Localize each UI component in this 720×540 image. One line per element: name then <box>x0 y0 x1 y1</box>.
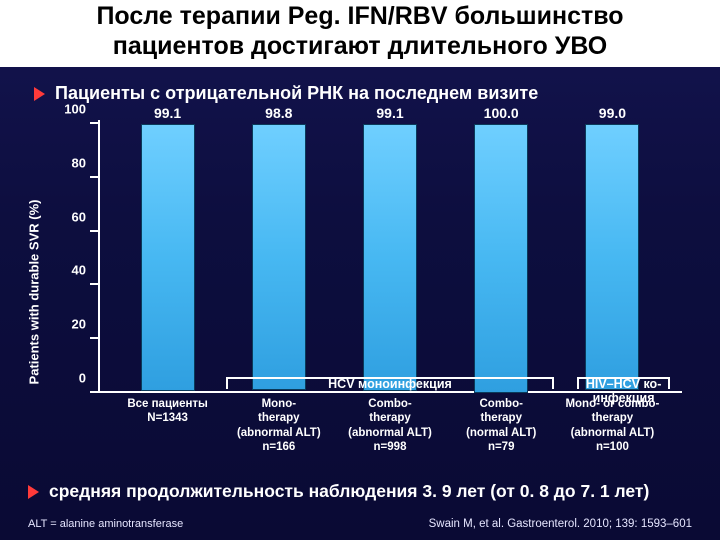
category-labels: Все пациентыN=1343Mono-therapy(abnormal … <box>98 393 682 471</box>
bar-value-label: 100.0 <box>484 105 519 121</box>
y-tick <box>90 230 98 232</box>
category-label: Mono-therapy(abnormal ALT)n=166 <box>223 393 334 471</box>
category-label: Все пациентыN=1343 <box>112 393 223 471</box>
y-tick <box>90 337 98 339</box>
title-line-1: После терапии Peg. IFN/RBV большинство <box>4 2 716 32</box>
bars-container: 99.1 98.8 99.1 100.0 99.0 <box>98 124 682 393</box>
footer: ALT = alanine aminotransferase Swain M, … <box>28 518 692 530</box>
y-axis-label: Patients with durable SVR (%) <box>27 199 42 384</box>
y-tick <box>90 122 98 124</box>
bar-slot: 98.8 <box>223 124 334 393</box>
bar-slot: 99.1 <box>334 124 445 393</box>
summary-bullet: средняя продолжительность наблюдения 3. … <box>28 481 692 502</box>
bar-value-label: 99.1 <box>376 105 403 121</box>
bar: 98.8 <box>252 124 306 390</box>
y-tick-label: 20 <box>72 317 86 332</box>
bar: 99.1 <box>141 124 195 391</box>
bar-slot: 99.1 <box>112 124 223 393</box>
y-tick-label: 60 <box>72 209 86 224</box>
slide-title: После терапии Peg. IFN/RBV большинство п… <box>0 0 720 67</box>
bullet-1-text: Пациенты с отрицательной РНК на последне… <box>55 83 538 104</box>
bar-slot: 99.0 <box>557 124 668 393</box>
bullet-1: Пациенты с отрицательной РНК на последне… <box>34 83 692 104</box>
y-tick <box>90 176 98 178</box>
y-tick <box>90 391 98 393</box>
title-line-2: пациентов достигают длительного УВО <box>4 32 716 62</box>
slide: После терапии Peg. IFN/RBV большинство п… <box>0 0 720 540</box>
category-label: Combo-therapy(abnormal ALT)n=998 <box>334 393 445 471</box>
bar-value-label: 98.8 <box>265 105 292 121</box>
bar: 100.0 <box>474 124 528 393</box>
plot-area: 020406080100 99.198.899.1100.099.0 <box>98 124 682 393</box>
bar-value-label: 99.1 <box>154 105 181 121</box>
bullet-marker-icon <box>28 485 39 499</box>
y-tick-label: 100 <box>64 102 86 117</box>
summary-text: средняя продолжительность наблюдения 3. … <box>49 481 649 502</box>
bar: 99.1 <box>363 124 417 391</box>
y-tick <box>90 283 98 285</box>
footer-abbr: ALT = alanine aminotransferase <box>28 518 183 530</box>
chart: Patients with durable SVR (%) 0 20 40 60 80 1… <box>28 112 692 471</box>
category-label: Mono- or combo-therapy(abnormal ALT)n=10… <box>557 393 668 471</box>
y-tick-label: 40 <box>72 263 86 278</box>
bullet-marker-icon <box>34 87 45 101</box>
footer-citation: Swain M, et al. Gastroenterol. 2010; 139… <box>429 518 692 530</box>
category-label: Combo-therapy(normal ALT)n=79 <box>446 393 557 471</box>
bar-value-label: 99.0 <box>599 105 626 121</box>
bar-slot: 100.0 <box>446 124 557 393</box>
group-label: HCV моноинфекция <box>215 377 565 391</box>
y-tick-label: 80 <box>72 155 86 170</box>
bar: 99.0 <box>585 124 639 390</box>
y-tick-label: 0 <box>79 371 86 386</box>
